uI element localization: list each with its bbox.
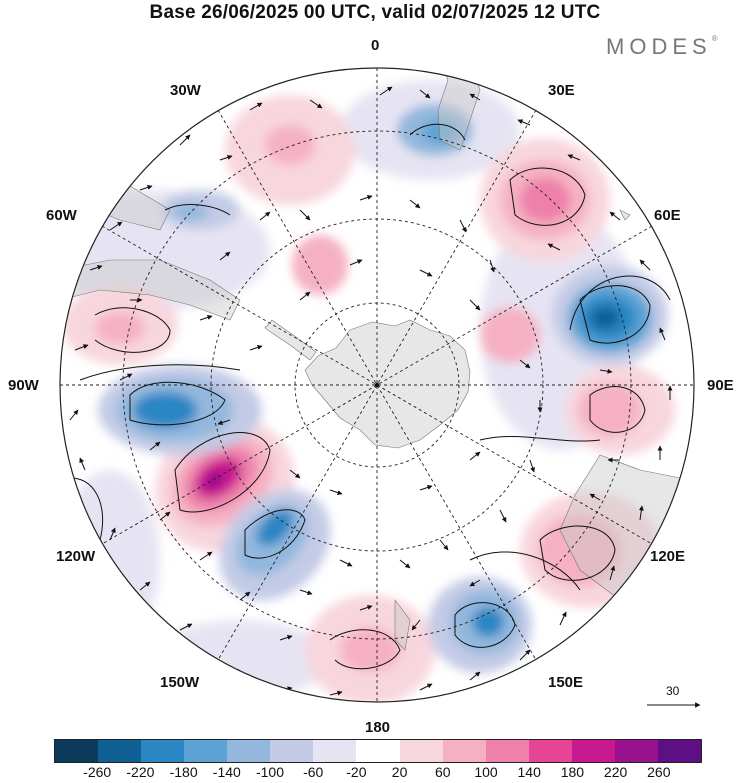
colorbar-swatch xyxy=(528,740,572,762)
colorbar-tick-label: -20 xyxy=(346,764,367,780)
contours xyxy=(60,123,671,670)
colorbar-tick-label: 180 xyxy=(560,764,585,780)
colorbar-tick-label: -180 xyxy=(169,764,198,780)
map-border xyxy=(59,67,695,703)
colorbar-swatch xyxy=(657,740,701,762)
reference-vector-label: 30 xyxy=(666,684,680,698)
lon-label-60e: 60E xyxy=(654,207,681,224)
colorbar-tick-label: -60 xyxy=(303,764,324,780)
lon-label-90e: 90E xyxy=(707,377,734,394)
lon-label-30e: 30E xyxy=(548,82,575,99)
lon-label-150e: 150E xyxy=(548,674,584,691)
colorbar-tick-label: -140 xyxy=(212,764,241,780)
colorbar-swatch xyxy=(356,740,400,762)
lon-label-0: 0 xyxy=(371,37,380,54)
colorbar-tick-label: 100 xyxy=(474,764,498,780)
graticule xyxy=(60,68,694,702)
lon-label-30w: 30W xyxy=(170,82,201,99)
colorbar-swatch xyxy=(313,740,357,762)
colorbar-tick-label: -260 xyxy=(83,764,112,780)
lon-label-150w: 150W xyxy=(160,674,200,691)
colorbar-swatch xyxy=(571,740,615,762)
lon-label-120e: 120E xyxy=(650,548,686,565)
lon-label-180: 180 xyxy=(365,719,391,736)
chart-title: Base 26/06/2025 00 UTC, valid 02/07/2025… xyxy=(149,2,601,23)
lon-label-120w: 120W xyxy=(56,548,96,565)
colorbar-tick-label: 260 xyxy=(647,764,671,780)
lon-label-90w: 90W xyxy=(8,377,39,394)
colorbar-swatch xyxy=(270,740,314,762)
lon-label-60w: 60W xyxy=(46,207,77,224)
colorbar-tick-label: -100 xyxy=(255,764,285,780)
brand-text: MODES xyxy=(606,34,712,59)
colorbar-swatch xyxy=(485,740,529,762)
anomaly-field xyxy=(60,68,694,702)
pole-marker xyxy=(374,382,380,388)
colorbar-tick-label: 220 xyxy=(603,764,628,780)
colorbar-tick-label: -220 xyxy=(126,764,155,780)
colorbar-swatch xyxy=(227,740,271,762)
colorbar-tick-label: 60 xyxy=(435,764,451,780)
wind-vectors xyxy=(69,86,673,696)
colorbar-swatch xyxy=(184,740,228,762)
colorbar xyxy=(54,739,702,763)
colorbar-tick-label: 20 xyxy=(391,764,408,780)
colorbar-swatch xyxy=(614,740,658,762)
colorbar-ticks: -260 -220 -180 -140 -100 -60 -20 20 60 100 140 180 2… xyxy=(0,764,750,782)
colorbar-swatch xyxy=(141,740,185,762)
colorbar-swatch xyxy=(442,740,486,762)
colorbar-tick-label: 140 xyxy=(517,764,541,780)
colorbar-swatch xyxy=(55,740,99,762)
brand-mark: ® xyxy=(711,34,718,43)
colorbar-swatch xyxy=(399,740,443,762)
colorbar-swatch xyxy=(98,740,142,762)
brand-logo: MODES® xyxy=(606,34,718,60)
